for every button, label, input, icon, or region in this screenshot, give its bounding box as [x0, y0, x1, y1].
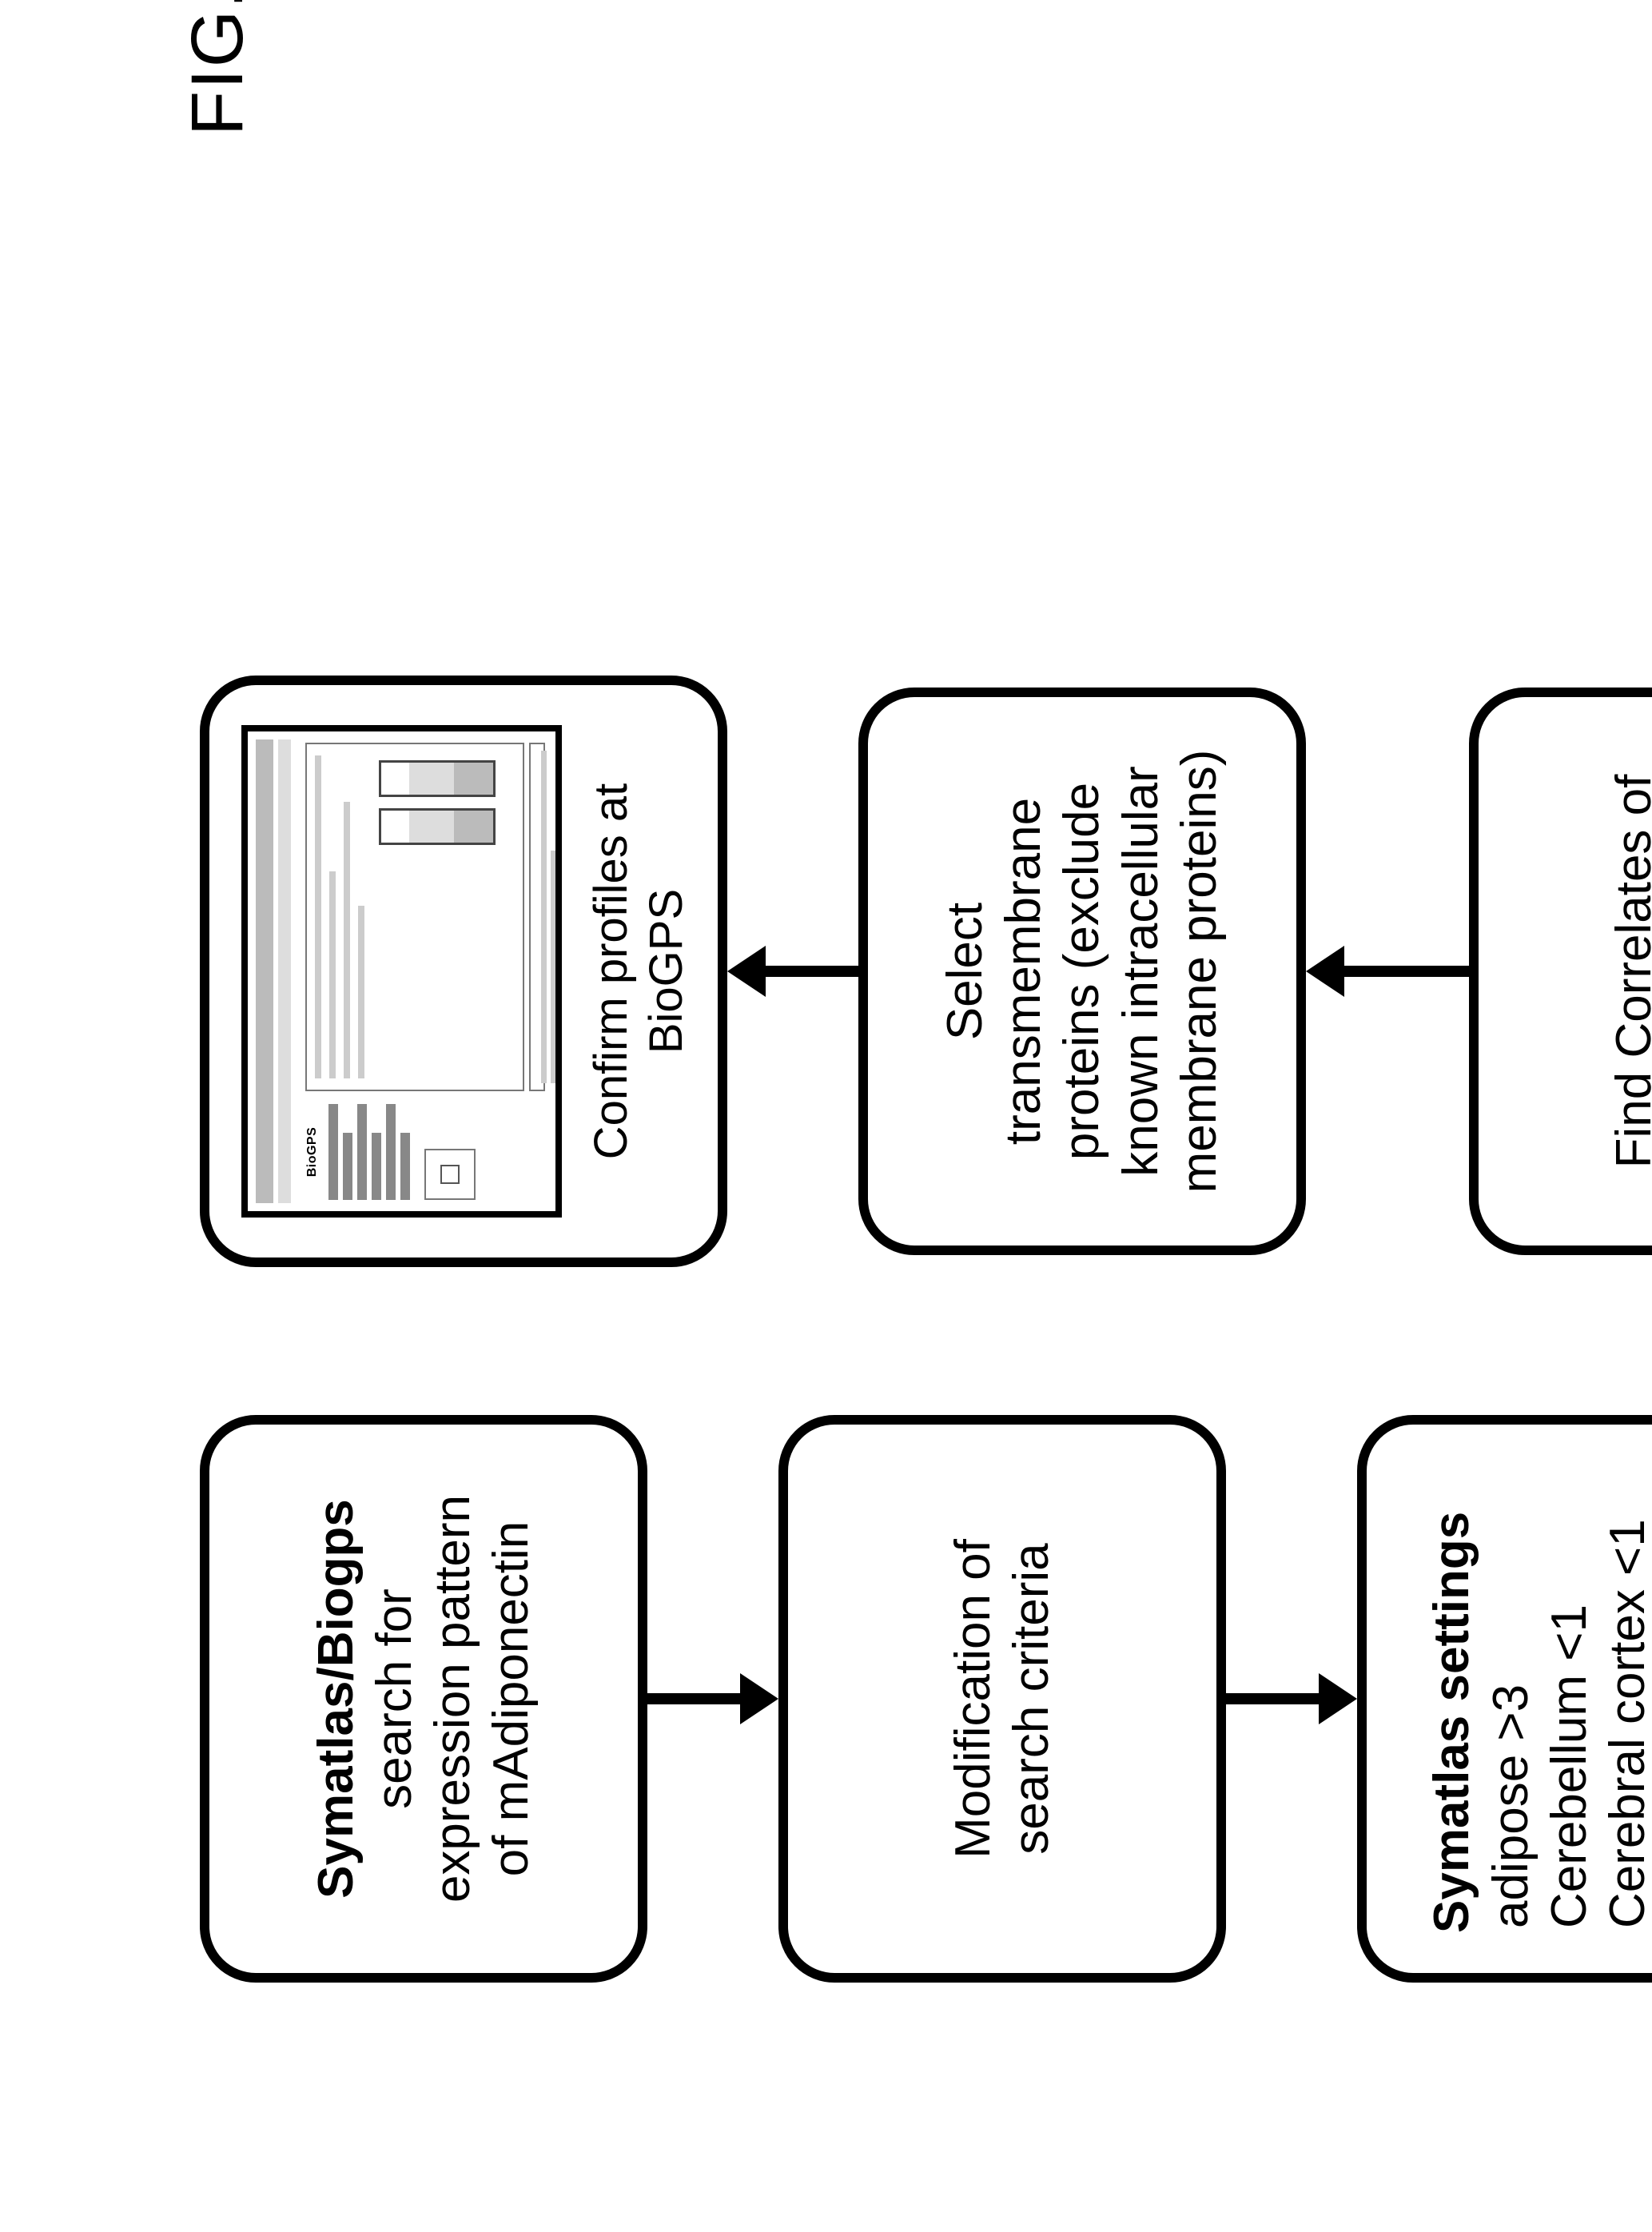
node-title: Symatlas/Biogps — [307, 1499, 365, 1899]
node-symatlas-biogps: Symatlas/Biogps search for expression pa… — [200, 1415, 647, 1983]
arrow-n4-n5-head — [1306, 946, 1344, 997]
node-caption: Confirm profiles at BioGPS — [584, 717, 694, 1226]
sidebar-placeholder-line — [357, 1104, 367, 1200]
screenshot-sidebar: BioGPS — [305, 1104, 544, 1200]
node-find-correlates: Find Correlates of most adipocyte specif… — [1469, 688, 1652, 1255]
node-line: search criteria — [1002, 1543, 1061, 1854]
arrow-n5-n6-shaft — [764, 966, 858, 977]
screenshot-bar-pair — [379, 760, 496, 845]
arrow-n5-n6-head — [727, 946, 766, 997]
sidebar-placeholder-line — [328, 1104, 338, 1200]
node-line: expression pattern — [424, 1495, 482, 1903]
arrow-n1-n2-head — [740, 1673, 778, 1724]
screenshot-logo: BioGPS — [305, 1104, 320, 1200]
placeholder-line — [329, 871, 336, 1078]
node-line: Select — [936, 903, 994, 1040]
sidebar-placeholder-line — [400, 1133, 410, 1200]
node-line: search for — [365, 1588, 424, 1809]
placeholder-line — [344, 802, 350, 1078]
arrow-n2-n3-shaft — [1226, 1693, 1322, 1704]
diagram-rotated-container: Symatlas/Biogps search for expression pa… — [200, 688, 1652, 1983]
node-line: proteins (exclude — [1053, 783, 1111, 1160]
node-line: Find Correlates of — [1605, 775, 1652, 1169]
criteria-line: adipose >3 — [1482, 1684, 1540, 1933]
node-confirm-biogps: BioGPS — [200, 676, 727, 1267]
node-line: membrane proteins) — [1170, 750, 1228, 1194]
sidebar-placeholder-line — [372, 1133, 381, 1200]
placeholder-line — [560, 800, 562, 1083]
criteria-line: Cerebellum <1 — [1540, 1604, 1598, 1933]
node-line: known intracellular — [1112, 766, 1170, 1176]
node-modification: Modification of search criteria — [778, 1415, 1226, 1983]
node-select-transmembrane: Select transmembrane proteins (exclude k… — [858, 688, 1306, 1255]
node-line: transmembrane — [994, 798, 1053, 1145]
screenshot-main-panel — [305, 743, 524, 1091]
sidebar-placeholder-line — [386, 1104, 396, 1200]
criteria-line: Cerebral cortex <1 — [1598, 1519, 1652, 1933]
screenshot-tab-bar — [278, 739, 291, 1203]
placeholder-line — [358, 906, 364, 1078]
screenshot-bar — [379, 808, 496, 845]
node-line: of mAdiponectin — [482, 1521, 540, 1877]
node-symatlas-settings: Symatlas settings adipose >3 Cerebellum … — [1357, 1415, 1652, 1983]
screenshot-bar — [379, 760, 496, 797]
flowchart: Symatlas/Biogps search for expression pa… — [200, 688, 1652, 1983]
biogps-screenshot: BioGPS — [241, 725, 562, 1218]
screenshot-footer-panel — [529, 743, 545, 1091]
node-line: Modification of — [944, 1539, 1002, 1859]
placeholder-line — [315, 755, 321, 1078]
placeholder-line — [551, 851, 556, 1083]
screenshot-chrome-bar — [256, 739, 273, 1203]
sidebar-thumb — [424, 1149, 476, 1200]
arrow-n1-n2-shaft — [647, 1693, 743, 1704]
thumb-icon — [440, 1165, 460, 1184]
figure-label: FIG. 1A — [176, 0, 260, 136]
sidebar-placeholder-line — [343, 1133, 352, 1200]
arrow-n2-n3-head — [1319, 1673, 1357, 1724]
placeholder-line — [541, 751, 547, 1083]
node-title: Symatlas settings — [1423, 1512, 1481, 1933]
arrow-n4-n5-shaft — [1343, 966, 1469, 977]
